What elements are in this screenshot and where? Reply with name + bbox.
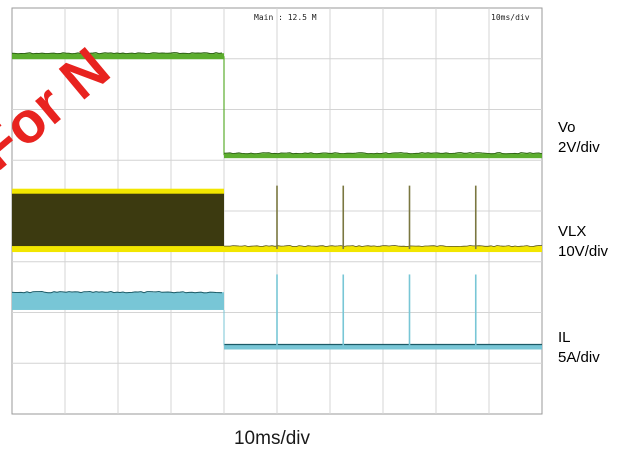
vlx-name: VLX — [558, 223, 587, 240]
vo-before-noise — [11, 52, 223, 55]
il-name: IL — [558, 329, 571, 346]
vo-after-level — [224, 153, 542, 159]
time-scale-label: 10ms/div — [233, 428, 311, 449]
il-after-level — [224, 344, 542, 350]
vo-before-level — [12, 53, 224, 60]
vlx-scale: 10V/div — [558, 243, 609, 260]
vlx-after-level — [224, 246, 542, 253]
vlx-switching-band — [12, 190, 224, 250]
il-band — [12, 292, 224, 310]
il-band-top-edge — [11, 290, 223, 294]
il-scale: 5A/div — [558, 349, 600, 366]
il-label: IL 5A/div — [558, 328, 600, 368]
vo-scale: 2V/div — [558, 139, 600, 156]
vo-after-noise — [223, 152, 543, 155]
scope-header-right: 10ms/div — [491, 13, 530, 22]
vlx-label: VLX 10V/div — [558, 222, 608, 262]
vlx-low-edge — [12, 246, 224, 253]
waveform-traces — [11, 52, 543, 350]
vo-name: Vo — [558, 119, 576, 136]
scope-header-center: Main : 12.5 M — [254, 13, 317, 22]
vo-label: Vo 2V/div — [558, 118, 600, 158]
vlx-high-edge — [12, 188, 224, 194]
